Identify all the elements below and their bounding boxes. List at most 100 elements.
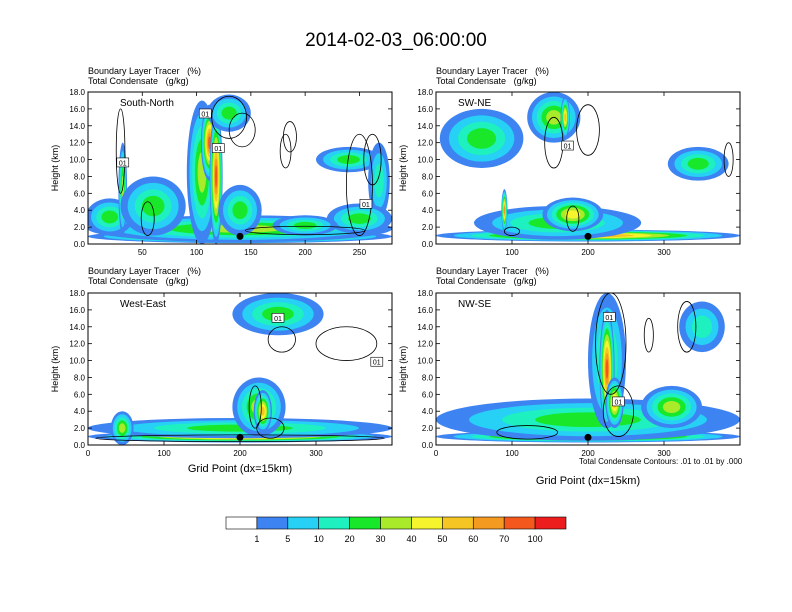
panel-1-field: 01 — [436, 92, 740, 242]
panel-0-contour-1 — [140, 201, 155, 236]
panel-0-ytick-label-8: 16.0 — [69, 105, 85, 114]
panel-3-contour-label-1: 01 — [615, 399, 623, 406]
panel-0-ytick-label-9: 18.0 — [69, 88, 85, 97]
panel-0-xtick-label-3: 200 — [298, 248, 312, 257]
panel-0-contour-3 — [211, 95, 247, 139]
panel-2-ytick-label-9: 18.0 — [69, 289, 85, 298]
panel-1-ytick-label-4: 8.0 — [422, 172, 434, 181]
panel-1-field-label: Boundary Layer Tracer (%) — [436, 66, 550, 76]
panel-3-ytick-label-6: 12.0 — [417, 340, 433, 349]
panel-0-frame — [87, 91, 393, 245]
panel-0-ytick-label-5: 10.0 — [69, 156, 85, 165]
panel-0-contour-label-box-1 — [198, 108, 212, 119]
panel-3-title: NW-SE — [458, 299, 491, 310]
panel-2-ytick-label-1: 2.0 — [74, 424, 86, 433]
panel-0-contour-label-3: 01 — [362, 202, 370, 209]
panel-2-blob-3-ring-7 — [260, 406, 265, 416]
panel-1-blob-2-ring-4 — [467, 128, 497, 149]
panel-2-contour-label: Total Condensate (g/kg) — [88, 276, 189, 286]
panel-0-location-marker — [236, 232, 244, 240]
panel-2-ytick-label-5: 10.0 — [69, 357, 85, 366]
panel-3-ytick-label-1: 2.0 — [422, 424, 434, 433]
panel-1-blob-6-ring-4 — [687, 157, 709, 170]
panel-3-xlabel: Grid Point (dx=15km) — [536, 475, 640, 487]
colorbar-label-9: 100 — [528, 534, 543, 544]
panel-0-contour-0 — [115, 108, 126, 194]
panel-3-xtick-label-0: 0 — [434, 449, 439, 458]
panel-2-contour-label-1: 01 — [373, 360, 381, 367]
panel-3-contour-4 — [496, 425, 559, 440]
panel-3-contour-1 — [643, 317, 654, 353]
panel-2-contour-1 — [315, 326, 378, 361]
panel-0-blob-12-ring-4 — [348, 213, 371, 224]
panel-2-contour-label-box-1 — [370, 356, 384, 367]
colorbar-label-7: 60 — [468, 534, 478, 544]
panel-3-contour-0 — [595, 293, 627, 395]
panel-0-ytick-label-1: 2.0 — [74, 223, 86, 232]
panel-2-ylabel: Height (km) — [50, 346, 60, 393]
colorbar-swatch-0 — [225, 516, 258, 530]
colorbar-label-0: 1 — [254, 534, 259, 544]
panel-1-contour-3 — [503, 226, 520, 236]
panel-1-ytick-label-8: 16.0 — [417, 105, 433, 114]
panel-1-xtick-label-0: 100 — [505, 248, 519, 257]
panel-0-contour-label-box-0 — [116, 157, 130, 168]
panel-1-ylabel: Height (km) — [398, 145, 408, 192]
panel-1-xtick-label-2: 300 — [657, 248, 671, 257]
panel-3-ytick-label-2: 4.0 — [422, 407, 434, 416]
panel-2-title: West-East — [120, 299, 166, 310]
colorbar-swatch-8 — [472, 516, 505, 530]
panel-0-title: South-North — [120, 98, 174, 109]
panel-3-blob-1-ring-4 — [535, 412, 641, 428]
panel-0-ytick-label-0: 0.0 — [74, 240, 86, 249]
panel-2-field: 01 01 — [88, 293, 392, 445]
panel-3-xtick-label-1: 100 — [505, 449, 519, 458]
panel-2-xtick-label-1: 100 — [157, 449, 171, 458]
panel-3-xtick-label-3: 300 — [657, 449, 671, 458]
panel-3-ytick-label-7: 14.0 — [417, 323, 433, 332]
colorbar-swatch-9 — [503, 516, 536, 530]
panel-3-contour-label-box-1 — [612, 396, 625, 407]
colorbar-label-8: 70 — [499, 534, 509, 544]
panel-3-xtick-label-2: 200 — [581, 449, 595, 458]
panel-3-contour-label-0: 01 — [605, 315, 613, 322]
panel-1-contour-label-0: 01 — [564, 144, 572, 151]
panel-2-xtick-label-3: 300 — [309, 449, 323, 458]
panel-2-xtick-label-2: 200 — [233, 449, 247, 458]
panel-1-xtick-label-1: 200 — [581, 248, 595, 257]
panel-3-ytick-label-0: 0.0 — [422, 441, 434, 450]
panel-3-contour-3 — [602, 385, 635, 437]
panel-2-ytick-label-8: 16.0 — [69, 306, 85, 315]
panel-0-contour-label-0: 01 — [119, 160, 127, 167]
panel-2-contour-3 — [248, 385, 262, 429]
panel-2-contour-label-box-0 — [271, 313, 285, 323]
colorbar-swatch-7 — [442, 516, 474, 530]
panel-1-contour-1 — [576, 104, 600, 156]
panel-2-ytick-label-3: 6.0 — [74, 390, 86, 399]
panel-0-xtick-label-0: 50 — [138, 248, 147, 257]
panel-3-ytick-label-4: 8.0 — [422, 373, 434, 382]
colorbar-label-5: 40 — [406, 534, 416, 544]
panel-3-blob-3-ring-9 — [605, 359, 609, 379]
panel-0-contour-2 — [228, 112, 256, 148]
panel-2-ytick-label-4: 8.0 — [74, 373, 86, 382]
panel-2-ytick-label-6: 12.0 — [69, 340, 85, 349]
panel-3-location-marker — [584, 433, 592, 441]
colorbar-swatch-6 — [411, 516, 443, 530]
panel-2-ytick-label-0: 0.0 — [74, 441, 86, 450]
panel-0-blob-8-ring-4 — [221, 106, 237, 120]
panel-1-blob-4-ring-7 — [564, 112, 567, 122]
panel-0-field: 01 01 01 01 — [88, 94, 392, 244]
panel-0-blob-10-ring-4 — [337, 155, 360, 164]
panel-1-ytick-label-9: 18.0 — [417, 88, 433, 97]
panel-1-ytick-label-1: 2.0 — [422, 223, 434, 232]
panel-1-ytick-label-7: 14.0 — [417, 122, 433, 131]
panel-3-contour-2 — [677, 301, 697, 353]
colorbar-swatch-1 — [256, 516, 289, 530]
panel-3-ylabel: Height (km) — [398, 346, 408, 393]
panel-1-location-marker — [584, 232, 592, 240]
panel-2-xlabel: Grid Point (dx=15km) — [188, 463, 292, 475]
panel-3-field-label: Boundary Layer Tracer (%) — [436, 266, 550, 276]
main-title: 2014-02-03_06:00:00 — [305, 30, 487, 51]
